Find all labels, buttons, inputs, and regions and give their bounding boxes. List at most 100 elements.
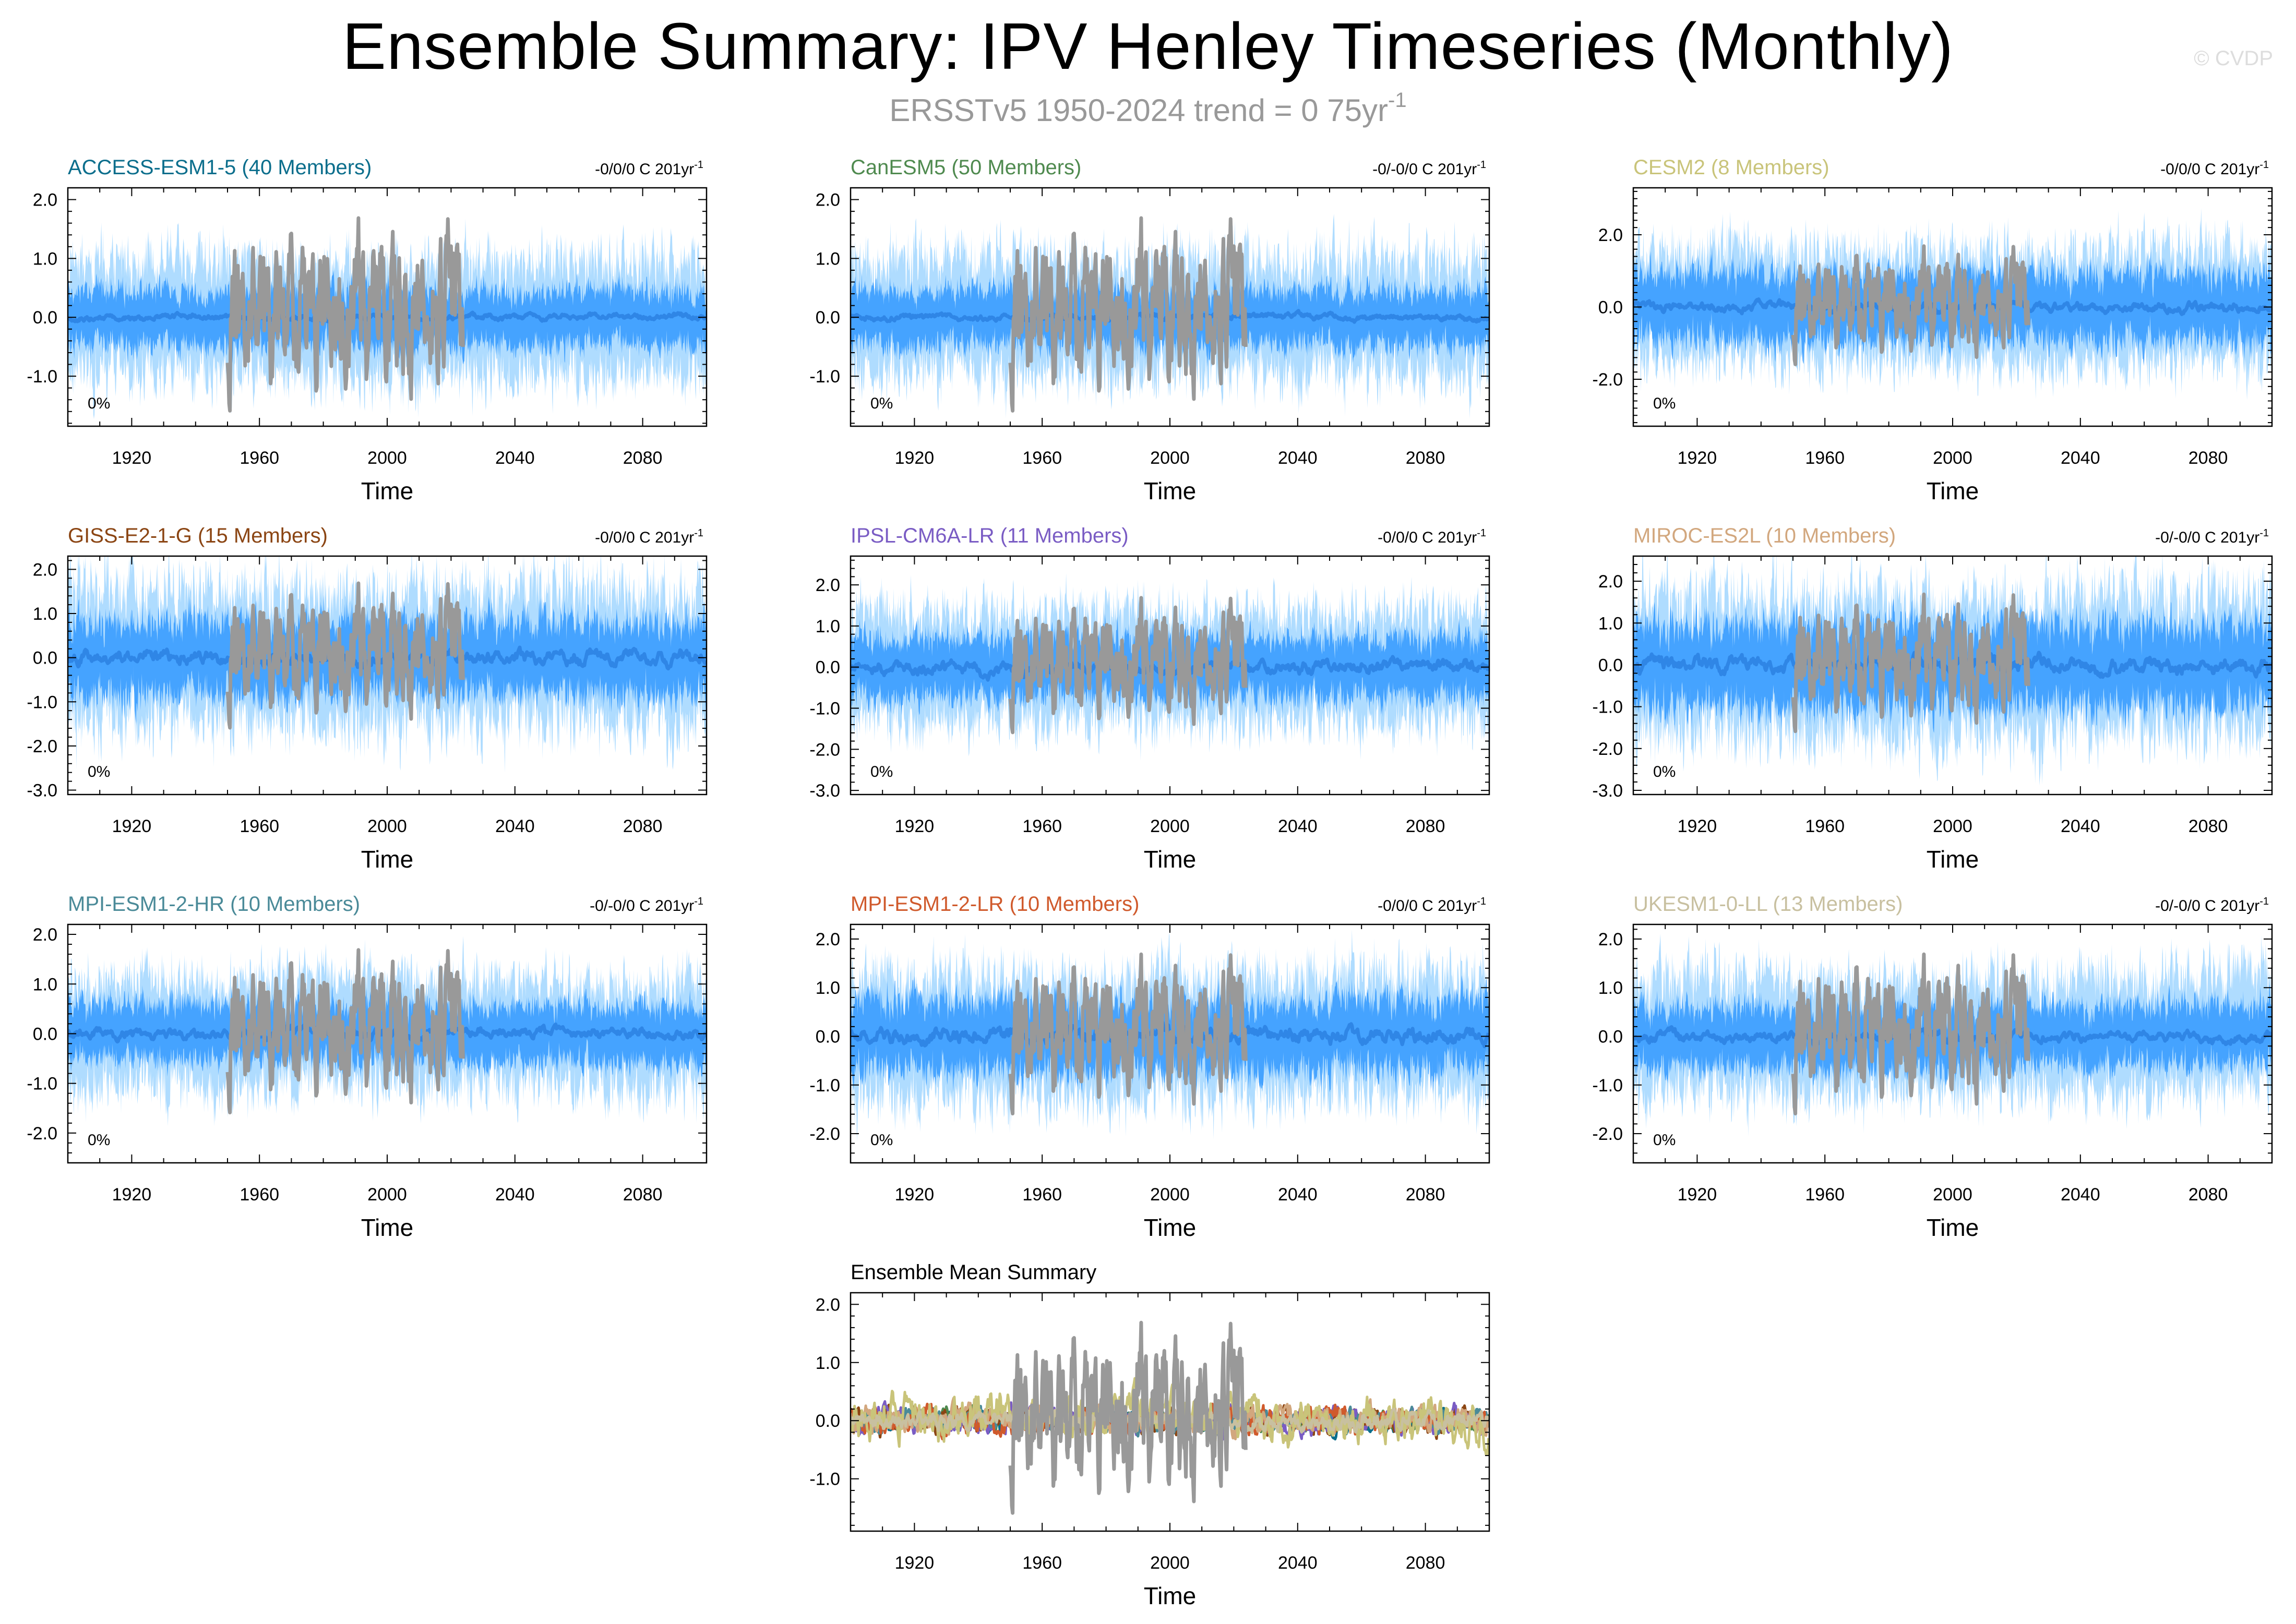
- x-tick-label: 1920: [1678, 448, 1717, 468]
- x-tick-label: 1960: [1805, 1185, 1845, 1205]
- percent-label: 0%: [870, 763, 893, 780]
- y-tick-label: 2.0: [816, 930, 840, 949]
- y-tick-label: -3.0: [1592, 781, 1623, 801]
- x-tick-label: 2040: [495, 816, 535, 836]
- x-tick-label: 1960: [1022, 816, 1062, 836]
- x-tick-label: 2040: [2061, 816, 2100, 836]
- y-tick-label: 0.0: [1598, 655, 1623, 675]
- chart-panel: 1920 1960 2000 2040 2080 2.0 1.0 0.0 -1.0 -2.0 Tim…: [809, 893, 1490, 1241]
- trend-exponent: -1: [1477, 159, 1486, 171]
- x-tick-label: 2080: [1406, 1185, 1445, 1205]
- x-tick-label: 1920: [895, 816, 935, 836]
- plot-area: [68, 936, 707, 1126]
- x-tick-label: 2040: [2061, 448, 2100, 468]
- x-tick-label: 2000: [1150, 448, 1190, 468]
- x-tick-label: 1920: [112, 448, 152, 468]
- plot-area: [851, 929, 1489, 1142]
- percent-label: 0%: [1653, 1132, 1676, 1149]
- y-tick-label: -2.0: [27, 1124, 57, 1144]
- percent-label: 0%: [870, 1132, 893, 1149]
- observations-line: [1008, 596, 1248, 735]
- x-axis-label: Time: [1144, 1582, 1197, 1609]
- percent-label: 0%: [88, 395, 110, 412]
- plot-area: [68, 216, 707, 419]
- x-tick-label: 2040: [1278, 1553, 1318, 1573]
- y-tick-label: -3.0: [27, 781, 57, 801]
- x-tick-label: 2080: [2189, 448, 2228, 468]
- x-tick-label: 2080: [623, 448, 663, 468]
- y-tick-label: -1.0: [809, 1470, 840, 1489]
- x-tick-label: 2000: [367, 448, 407, 468]
- y-tick-label: 0.0: [1598, 298, 1623, 318]
- y-tick-label: 0.0: [816, 1411, 840, 1431]
- trend-label: -0/-0/0 C 201yr-1: [590, 896, 703, 915]
- y-tick-label: 2.0: [1598, 930, 1623, 949]
- percent-label: 0%: [88, 763, 110, 780]
- chart-panel: 1920 1960 2000 2040 2080 2.0 1.0 0.0 -1.0 -2.0 -3.…: [1592, 524, 2273, 873]
- observations-line: [225, 216, 465, 413]
- x-tick-label: 1960: [240, 448, 279, 468]
- y-tick-label: 0.0: [1598, 1027, 1623, 1047]
- observations-line: [1008, 952, 1248, 1116]
- chart-panel: 1920 1960 2000 2040 2080 2.0 0.0 -2.0 Time CESM2 …: [1592, 156, 2273, 504]
- trend-label: -0/-0/0 C 201yr-1: [2155, 527, 2269, 546]
- x-axis-label: Time: [1927, 477, 1979, 504]
- percent-label: 0%: [1653, 763, 1676, 780]
- x-axis-label: Time: [361, 1214, 414, 1241]
- trend-exponent: -1: [694, 527, 703, 539]
- observations-line: [1008, 1320, 1248, 1515]
- x-tick-label: 1920: [112, 816, 152, 836]
- x-tick-label: 2080: [2189, 1185, 2228, 1205]
- subtitle-text: ERSSTv5 1950-2024 trend = 0 75yr: [889, 93, 1388, 128]
- y-tick-label: 0.0: [33, 648, 57, 668]
- x-tick-label: 2040: [1278, 448, 1318, 468]
- plot-area: [68, 556, 707, 773]
- y-tick-label: -1.0: [27, 692, 57, 712]
- x-tick-label: 2040: [495, 1185, 535, 1205]
- y-tick-label: 1.0: [816, 249, 840, 269]
- panel-title: UKESM1-0-LL (13 Members): [1633, 893, 1903, 916]
- panel-title: GISS-E2-1-G (15 Members): [68, 524, 328, 547]
- y-tick-label: 2.0: [33, 560, 57, 580]
- chart-panel: 1920 1960 2000 2040 2080 2.0 1.0 0.0 -1.0 -2.0 -3.…: [809, 524, 1490, 873]
- y-tick-label: -1.0: [1592, 1076, 1623, 1096]
- page-title: Ensemble Summary: IPV Henley Timeseries …: [342, 9, 1954, 83]
- y-tick-label: -1.0: [27, 367, 57, 387]
- y-tick-label: 1.0: [33, 975, 57, 994]
- y-tick-label: -2.0: [1592, 370, 1623, 390]
- watermark: © CVDP: [2194, 47, 2273, 70]
- y-tick-label: 0.0: [33, 308, 57, 328]
- trend-label: -0/0/0 C 201yr-1: [595, 527, 703, 546]
- x-tick-label: 1920: [112, 1185, 152, 1205]
- model-mean-line: [851, 1377, 1489, 1456]
- x-axis-label: Time: [1927, 1214, 1979, 1241]
- plot-area: [851, 573, 1489, 761]
- panel-title: CESM2 (8 Members): [1633, 156, 1829, 179]
- x-tick-label: 1920: [895, 448, 935, 468]
- y-tick-label: -1.0: [1592, 697, 1623, 717]
- y-tick-label: -1.0: [809, 1076, 840, 1096]
- plot-area: [851, 214, 1489, 419]
- y-tick-label: 2.0: [816, 1295, 840, 1315]
- plot-area: [1633, 556, 2272, 786]
- trend-exponent: -1: [694, 159, 703, 171]
- y-tick-label: 2.0: [816, 190, 840, 210]
- x-axis-label: Time: [1927, 846, 1979, 873]
- x-tick-label: 2040: [495, 448, 535, 468]
- y-tick-label: 2.0: [1598, 225, 1623, 245]
- x-tick-label: 2000: [367, 1185, 407, 1205]
- x-tick-label: 2040: [1278, 816, 1318, 836]
- page-subtitle: ERSSTv5 1950-2024 trend = 0 75yr-1: [0, 82, 2296, 131]
- chart-panel: 1920 1960 2000 2040 2080 2.0 1.0 0.0 -1.0 -2.0 Tim…: [27, 893, 708, 1241]
- trend-label: -0/0/0 C 201yr-1: [1378, 527, 1486, 546]
- y-tick-label: -1.0: [809, 699, 840, 719]
- x-axis-label: Time: [361, 477, 414, 504]
- panel-title: IPSL-CM6A-LR (11 Members): [851, 524, 1129, 547]
- x-tick-label: 2080: [2189, 816, 2228, 836]
- x-axis-label: Time: [361, 846, 414, 873]
- x-axis-label: Time: [1144, 477, 1197, 504]
- observations-line: [1791, 244, 2030, 366]
- y-tick-label: 1.0: [33, 249, 57, 269]
- x-tick-label: 2000: [367, 816, 407, 836]
